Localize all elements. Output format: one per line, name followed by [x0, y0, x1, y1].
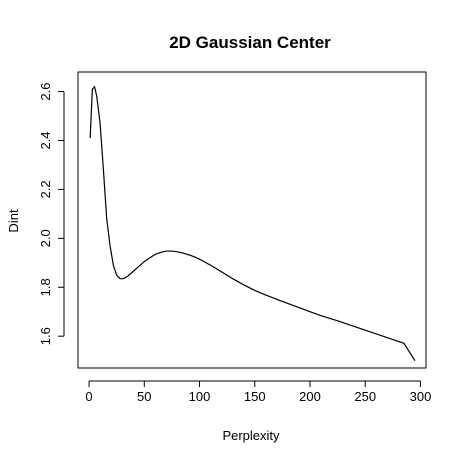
x-axis-label: Perplexity	[222, 428, 280, 443]
x-axis: 0 50 100 150 200 250 300	[85, 380, 432, 404]
y-axis-label: Dint	[6, 209, 21, 233]
chart-title: 2D Gaussian Center	[169, 33, 331, 52]
series-line	[89, 85, 416, 361]
y-tick-label: 2.2	[38, 180, 53, 198]
x-tick-label: 0	[85, 389, 92, 404]
y-tick-label: 1.8	[38, 278, 53, 296]
x-tick-label: 50	[137, 389, 151, 404]
x-tick-label: 300	[410, 389, 432, 404]
x-tick-label: 250	[354, 389, 376, 404]
x-tick-label: 200	[299, 389, 321, 404]
y-axis: 1.6 1.8 2.0 2.2 2.4 2.6	[38, 83, 65, 345]
x-tick-label: 100	[189, 389, 211, 404]
x-tick-label: 150	[244, 389, 266, 404]
y-tick-label: 2.0	[38, 229, 53, 247]
y-tick-label: 2.4	[38, 131, 53, 149]
y-tick-label: 1.6	[38, 327, 53, 345]
y-tick-label: 2.6	[38, 83, 53, 101]
plot-frame	[77, 71, 427, 369]
